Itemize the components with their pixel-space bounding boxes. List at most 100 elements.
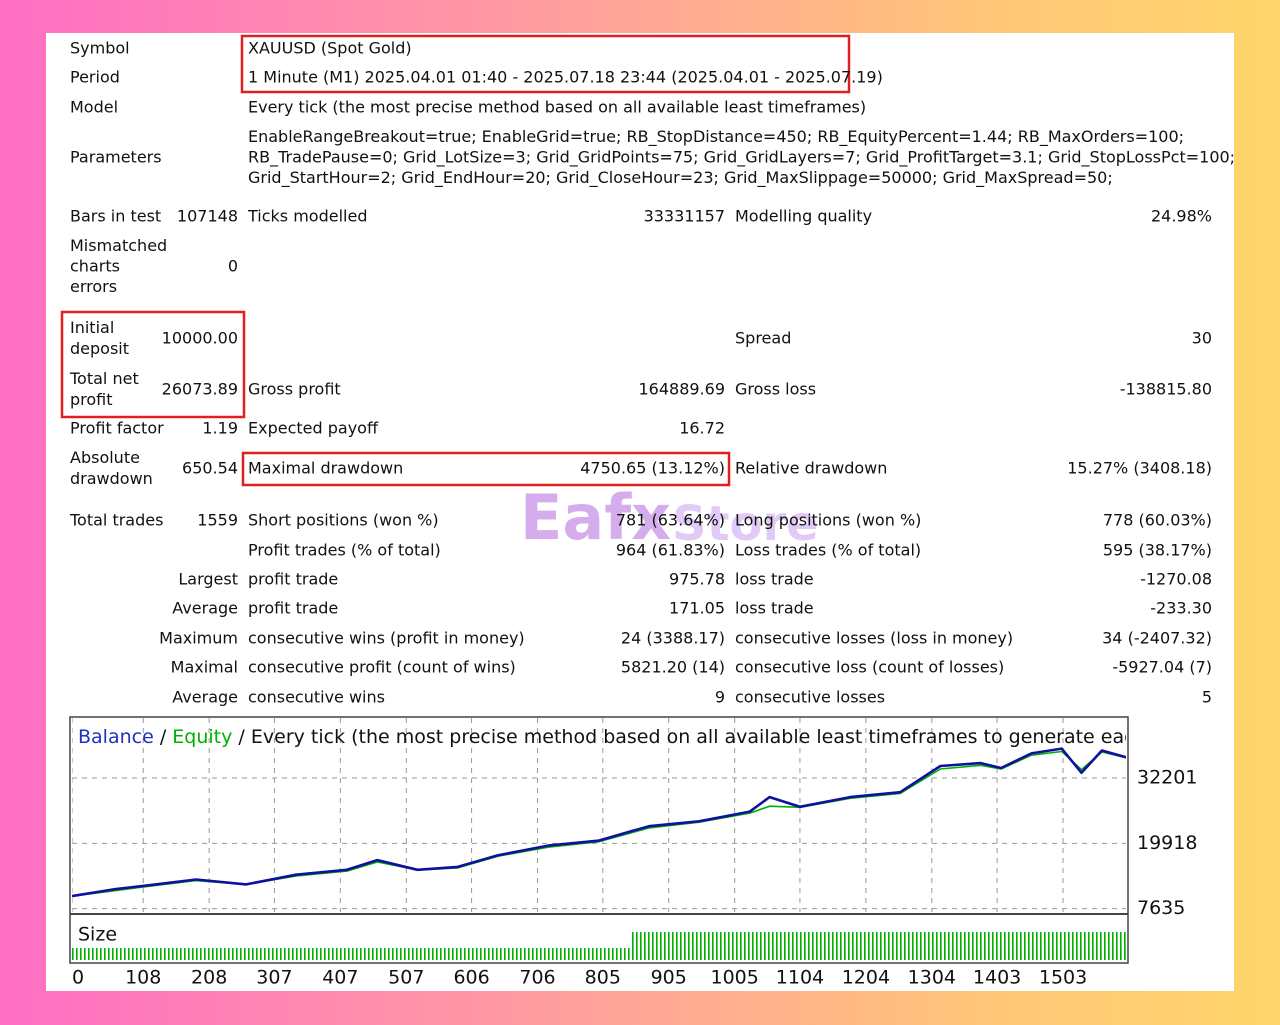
x-tick-label: 1403 <box>973 967 1021 989</box>
report-cell: 4750.65 (13.12%) <box>580 459 725 478</box>
x-tick-label: 507 <box>388 967 424 989</box>
x-tick-label: 706 <box>519 967 555 989</box>
report-cell: consecutive loss (count of losses) <box>735 658 1004 677</box>
report-cell: drawdown <box>70 469 153 488</box>
separator: / <box>160 726 167 748</box>
report-cell: 778 (60.03%) <box>1103 511 1212 530</box>
x-tick-label: 1503 <box>1039 967 1087 989</box>
report-cell: Expected payoff <box>248 419 379 438</box>
x-tick-label: 1204 <box>842 967 890 989</box>
highlight-box <box>241 451 731 487</box>
watermark: Eafx Store <box>520 481 819 554</box>
report-cell: 5 <box>1202 688 1212 707</box>
report-cell: 15.27% (3408.18) <box>1067 459 1212 478</box>
report-cell: 964 (61.83%) <box>616 541 725 560</box>
report-cell: 5821.20 (14) <box>621 658 725 677</box>
x-tick-label: 805 <box>585 967 621 989</box>
report-cell: 34 (-2407.32) <box>1102 629 1212 648</box>
report-cell: Maximal drawdown <box>248 459 403 478</box>
report-cell: Symbol <box>70 39 130 58</box>
report-cell: 24.98% <box>1151 207 1212 226</box>
report-cell: Total trades <box>69 511 163 530</box>
y-tick-label: 19918 <box>1137 832 1197 854</box>
report-cell: 171.05 <box>669 599 725 618</box>
report-cell: -1270.08 <box>1140 570 1212 589</box>
report-cell: Average <box>172 688 238 707</box>
report-cell: -5927.04 (7) <box>1112 658 1212 677</box>
report-cell: consecutive wins (profit in money) <box>248 629 525 648</box>
report-cell: 781 (63.64%) <box>616 511 725 530</box>
highlight-box <box>60 310 246 419</box>
report-cell: charts <box>70 257 120 276</box>
report-cell: 24 (3388.17) <box>621 629 725 648</box>
report-cell: Gross loss <box>735 380 816 399</box>
report-cell: Grid_StartHour=2; Grid_EndHour=20; Grid_… <box>248 168 1113 188</box>
report-cell: Gross profit <box>248 380 341 399</box>
report-cell: deposit <box>70 339 129 358</box>
report-cell: RB_TradePause=0; Grid_LotSize=3; Grid_Gr… <box>248 148 1235 168</box>
title-text: Every tick (the most precise method base… <box>251 726 1255 748</box>
y-tick-label: 32201 <box>1137 767 1197 789</box>
x-tick-label: 108 <box>125 967 161 989</box>
report-cell: Maximal <box>171 658 238 677</box>
series-line <box>72 747 1126 898</box>
report-cell: XAUUSD (Spot Gold) <box>248 39 412 58</box>
highlight-box <box>240 34 851 94</box>
x-tick-label: 905 <box>651 967 687 989</box>
report-cell: Model <box>70 98 118 117</box>
report-cell: 9 <box>715 688 725 707</box>
x-tick-label: 1005 <box>710 967 758 989</box>
x-tick-label: 407 <box>322 967 358 989</box>
report-cell: Period <box>70 68 120 87</box>
report-cell: 10000.00 <box>162 329 238 348</box>
x-tick-label: 1104 <box>776 967 824 989</box>
report-cell: Initial <box>70 318 114 337</box>
watermark-text: Store <box>672 496 819 552</box>
chart-title: Balance / Equity / Every tick (the most … <box>78 726 1255 748</box>
report-cell: profit trade <box>248 599 338 618</box>
x-tick-label: 1304 <box>908 967 956 989</box>
report-cell: profit <box>70 390 113 409</box>
report-cell: consecutive losses <box>735 688 885 707</box>
watermark-text: Eafx <box>520 481 671 554</box>
x-tick-label: 208 <box>191 967 227 989</box>
report-cell: loss trade <box>735 599 814 618</box>
report-cell: Modelling quality <box>735 207 872 226</box>
report-cell: Long positions (won %) <box>735 511 921 530</box>
report-cell: Profit trades (% of total) <box>248 541 441 560</box>
report-cell: Average <box>172 599 238 618</box>
report-cell: 975.78 <box>669 570 725 589</box>
report-cell: Profit factor <box>70 419 164 438</box>
y-tick-label: 7635 <box>1137 897 1185 919</box>
report-cell: Absolute <box>70 448 140 467</box>
x-tick-label: 606 <box>453 967 489 989</box>
report-cell: consecutive profit (count of wins) <box>248 658 516 677</box>
report-cell: Relative drawdown <box>735 459 887 478</box>
report-cell: 0 <box>228 257 238 276</box>
report-cell: -138815.80 <box>1120 380 1212 399</box>
report-cell: errors <box>70 277 117 296</box>
report-cell: Spread <box>735 329 791 348</box>
report-cell: 1.19 <box>202 419 238 438</box>
report-cell: 16.72 <box>679 419 725 438</box>
report-cell: 595 (38.17%) <box>1103 541 1212 560</box>
report-cell: EnableRangeBreakout=true; EnableGrid=tru… <box>248 127 1184 147</box>
report-cell: 164889.69 <box>638 380 725 399</box>
report-cell: 1559 <box>197 511 238 530</box>
report-cell: Loss trades (% of total) <box>735 541 921 560</box>
size-bars <box>632 932 1126 960</box>
report-cell: -233.30 <box>1150 599 1212 618</box>
report-cell: Mismatched <box>70 236 167 255</box>
legend-entry: Equity <box>172 726 232 748</box>
report-cell: Largest <box>178 570 238 589</box>
report-cell: Every tick (the most precise method base… <box>248 98 866 117</box>
report-cell: Bars in test <box>70 207 161 226</box>
separator: / <box>238 726 245 748</box>
legend-entry: Balance <box>78 726 154 748</box>
x-tick-label: 0 <box>72 967 84 989</box>
report-cell: Parameters <box>70 148 162 167</box>
report-cell: 30 <box>1192 329 1212 348</box>
report-cell: 650.54 <box>182 459 238 478</box>
